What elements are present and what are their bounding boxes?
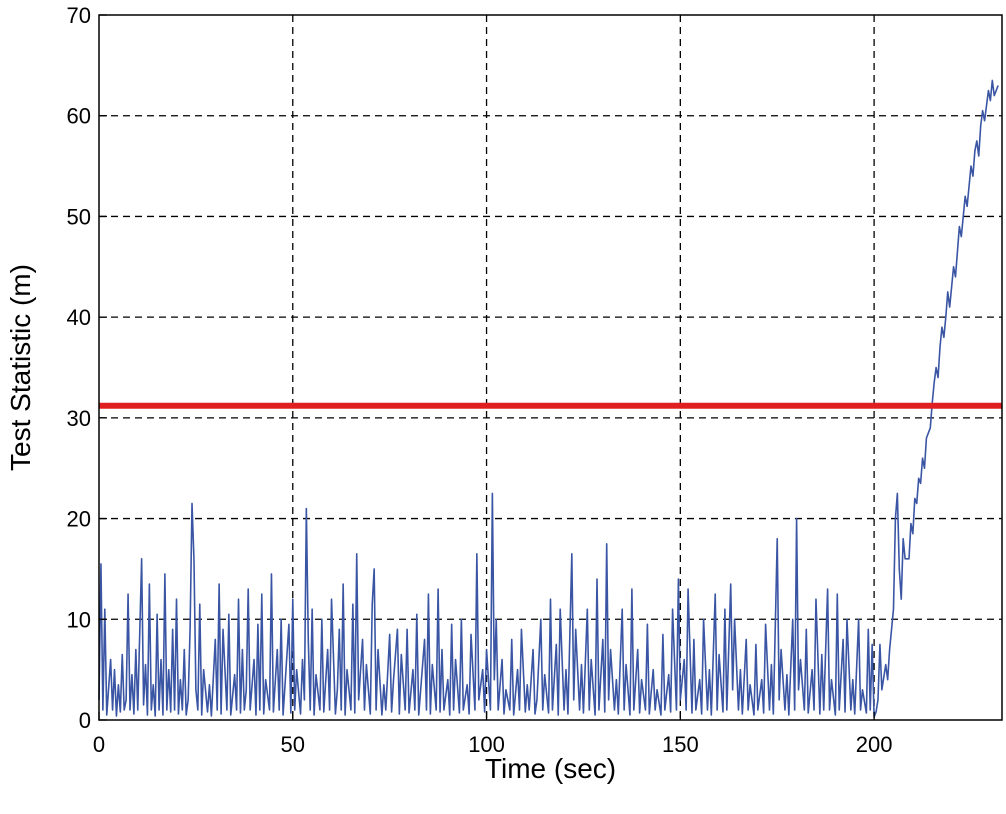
y-tick-label: 0 xyxy=(79,708,91,733)
y-tick-label: 10 xyxy=(67,607,91,632)
x-axis-label: Time (sec) xyxy=(485,753,616,784)
x-tick-label: 50 xyxy=(281,732,305,757)
x-tick-label: 200 xyxy=(856,732,893,757)
y-tick-label: 40 xyxy=(67,305,91,330)
y-tick-label: 20 xyxy=(67,507,91,532)
series-line xyxy=(98,79,999,718)
x-tick-label: 0 xyxy=(93,732,105,757)
grid-lines xyxy=(99,15,1002,720)
x-tick-label: 150 xyxy=(662,732,699,757)
axis-ticks: 0 50 100 150 200 0 10 20 30 40 50 60 70 xyxy=(67,3,893,757)
y-tick-label: 30 xyxy=(67,406,91,431)
y-tick-label: 60 xyxy=(67,104,91,129)
y-tick-label: 70 xyxy=(67,3,91,28)
x-tick-label: 100 xyxy=(468,732,505,757)
plot-area xyxy=(98,79,1002,718)
y-axis-label: Test Statistic (m) xyxy=(5,264,36,471)
plot-frame xyxy=(98,14,1003,721)
y-tick-label: 50 xyxy=(67,204,91,229)
